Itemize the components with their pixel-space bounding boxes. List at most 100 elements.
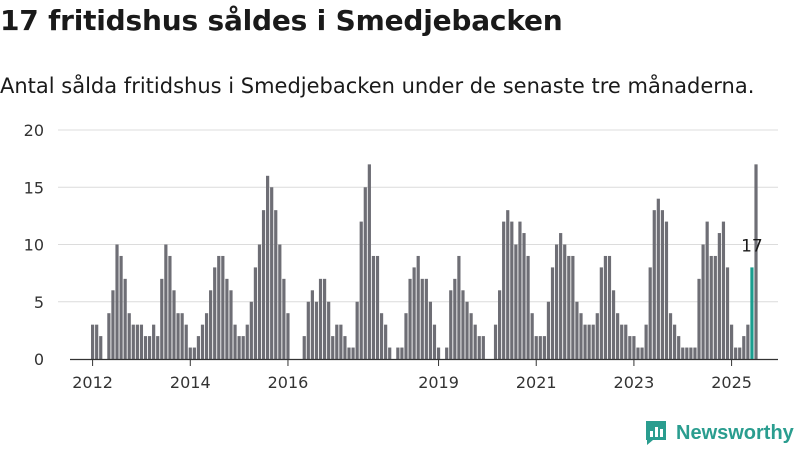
bar [611,290,616,359]
bar [335,324,339,359]
bar [432,324,437,359]
bar [530,313,534,359]
bar [428,301,433,359]
y-tick-label: 15 [24,178,44,197]
bar [652,210,656,359]
bar [660,210,664,359]
bar [685,347,689,359]
bar [404,313,408,359]
bar [188,347,192,359]
bar [172,290,176,359]
bar [709,255,713,359]
bar [677,336,681,359]
bar [266,175,270,359]
bar [746,324,750,359]
bar [282,278,286,359]
bar [355,301,359,359]
bar [510,221,514,359]
bar [274,210,278,359]
bar [506,210,510,359]
bar [624,324,628,359]
bar [233,324,237,359]
bar [119,255,123,359]
bar [371,255,376,359]
bar [241,336,245,359]
bar [95,324,99,359]
bar [351,347,355,359]
bar [229,290,233,359]
bar [310,290,314,359]
bar [664,221,669,359]
bar [147,336,152,359]
brand-logo: Newsworthy [644,420,794,446]
chart-title: 17 fritidshus såldes i Smedjebacken [0,4,563,37]
bar [644,324,648,359]
bar [221,255,225,359]
bar [705,221,709,359]
bar [135,324,139,359]
bar [493,324,498,359]
bar [754,164,758,359]
bar [176,313,180,359]
bar [123,278,127,359]
bar [139,324,144,359]
bar [192,347,196,359]
bar [628,336,632,359]
bar [347,347,351,359]
bar [538,336,542,359]
bar [314,301,319,359]
bar [436,347,441,359]
x-tick-label: 2016 [268,373,309,392]
bar [107,313,111,359]
bar [384,324,388,359]
bar [261,210,266,359]
bar [152,324,156,359]
bar [453,278,457,359]
bar [595,313,599,359]
x-tick-label: 2012 [72,373,113,392]
bar [396,347,400,359]
bar [554,244,559,359]
bar [99,336,103,359]
bar [648,267,652,359]
bar [400,347,404,359]
bar [168,255,172,359]
highlight-value-label: 17 [741,236,763,256]
bar [327,301,331,359]
bar [616,313,620,359]
bar [514,244,518,359]
y-tick-label: 20 [24,121,44,140]
bar [379,313,384,359]
bar [322,278,327,359]
bar [697,278,701,359]
bar [473,324,477,359]
bar [713,255,717,359]
bar [156,336,160,359]
bar [424,278,428,359]
bar [184,324,188,359]
bar [632,336,636,359]
bar [587,324,591,359]
brand-name: Newsworthy [676,421,794,444]
bar [209,290,213,359]
bar [559,233,563,359]
bar [481,336,485,359]
bar [196,336,201,359]
bar [143,336,148,359]
bar [542,336,546,359]
bar [237,336,241,359]
chart-subtitle: Antal sålda fritidshus i Smedjebacken un… [0,74,755,98]
bar [689,347,693,359]
bar [160,278,164,359]
bar [465,301,469,359]
bar [278,244,282,359]
bar [302,336,306,359]
bar [620,324,624,359]
bar [742,336,746,359]
bar [591,324,595,359]
bar [550,267,555,359]
bar [217,255,221,359]
bar [253,267,257,359]
bar [693,347,697,359]
